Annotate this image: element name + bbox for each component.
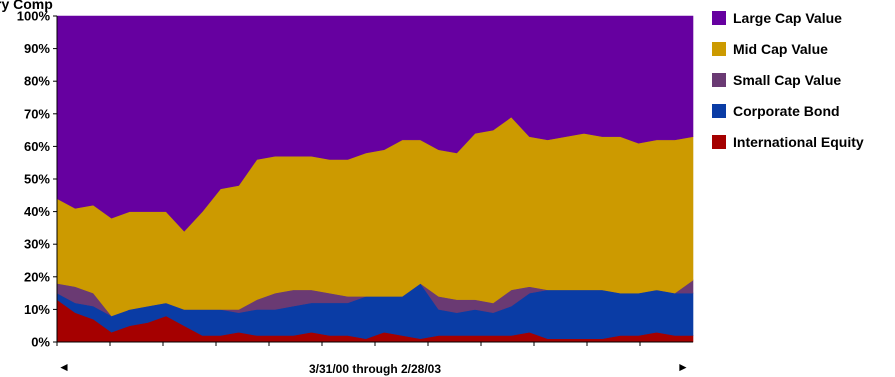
y-tick-label: 90%: [24, 41, 50, 56]
scroll-right-arrow-icon[interactable]: ►: [677, 360, 689, 374]
legend-label: Corporate Bond: [733, 103, 840, 119]
legend-item-large-cap-value: Large Cap Value: [712, 10, 842, 26]
y-tick-label: 40%: [24, 204, 50, 219]
chart-title: ry Comp: [0, 0, 53, 12]
area-large-cap-value: [56, 15, 694, 232]
legend: Large Cap Value Mid Cap Value Small Cap Va…: [712, 10, 864, 150]
y-tick-label: 0%: [31, 335, 50, 350]
y-tick-label: 20%: [24, 269, 50, 284]
legend-label: Large Cap Value: [733, 10, 842, 26]
legend-swatch: [712, 135, 726, 149]
legend-item-corporate-bond: Corporate Bond: [712, 103, 840, 119]
y-tick-label: 30%: [24, 237, 50, 252]
legend-swatch: [712, 11, 726, 25]
y-tick-label: 60%: [24, 139, 50, 154]
y-tick-label: 10%: [24, 302, 50, 317]
legend-item-mid-cap-value: Mid Cap Value: [712, 41, 828, 57]
legend-swatch: [712, 42, 726, 56]
scroll-left-arrow-icon[interactable]: ◄: [58, 360, 70, 374]
legend-label: Small Cap Value: [733, 72, 841, 88]
x-axis-label: 3/31/00 through 2/28/03: [309, 362, 441, 376]
legend-label: International Equity: [733, 134, 864, 150]
y-tick-label: 70%: [24, 106, 50, 121]
legend-item-small-cap-value: Small Cap Value: [712, 72, 841, 88]
axes: 0% 10% 20% 30% 40% 50% 60% 70% 80% 90% 100%: [17, 9, 693, 350]
legend-item-international-equity: International Equity: [712, 134, 864, 150]
y-tick-label: 100%: [17, 9, 51, 24]
legend-label: Mid Cap Value: [733, 41, 828, 57]
y-tick-label: 80%: [24, 74, 50, 89]
legend-swatch: [712, 104, 726, 118]
legend-swatch: [712, 73, 726, 87]
y-tick-label: 50%: [24, 172, 50, 187]
area-series-group: [56, 15, 694, 343]
